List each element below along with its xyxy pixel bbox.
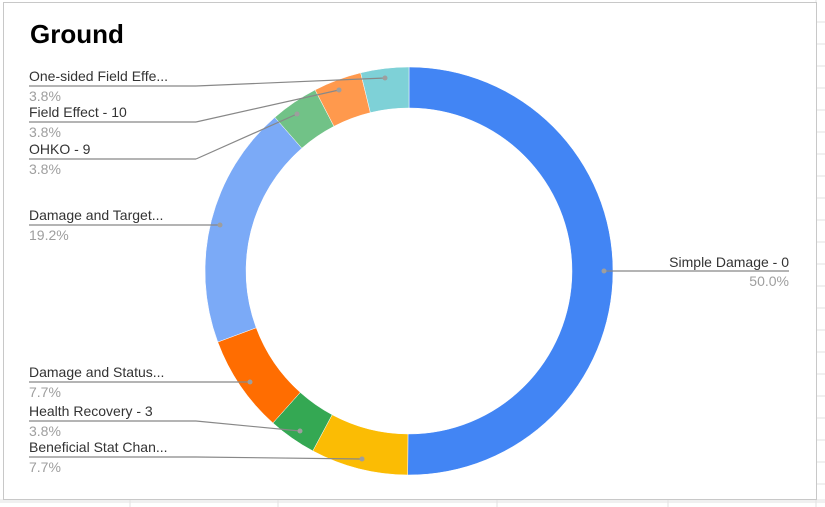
slice-damage-and-target[interactable] [204,116,303,343]
label-one-sided-field-effe: One-sided Field Effe... [29,68,168,84]
slice-simple-damage-0[interactable] [407,66,614,476]
percent-one-sided-field-effe: 3.8% [29,88,61,104]
callout-simple-damage-0: Simple Damage - 0 50.0% [601,254,789,289]
percent-simple-damage-0: 50.0% [749,273,789,289]
percent-damage-and-target: 19.2% [29,227,69,243]
callout-field-effect-10: Field Effect - 103.8% [29,87,342,140]
percent-field-effect-10: 3.8% [29,124,61,140]
callout-beneficial-stat-chan: Beneficial Stat Chan... 7.7% [29,439,365,475]
label-damage-and-target: Damage and Target... [29,207,163,223]
callout-one-sided-field-effe: One-sided Field Effe... 3.8% [29,68,388,104]
callout-damage-and-status: Damage and Status... 7.7% [29,364,253,400]
percent-damage-and-status: 7.7% [29,384,61,400]
label-ohko-9: OHKO - 9 [29,141,91,157]
callout-ohko-9: OHKO - 93.8% [29,111,300,177]
chart-title: Ground [30,19,124,49]
callout-health-recovery-3: Health Recovery - 3 3.8% [29,403,303,439]
label-simple-damage-0: Simple Damage - 0 [669,254,789,270]
label-beneficial-stat-chan: Beneficial Stat Chan... [29,439,168,455]
percent-health-recovery-3: 3.8% [29,423,61,439]
callout-damage-and-target: Damage and Target... 19.2% [29,207,223,243]
percent-ohko-9: 3.8% [29,161,61,177]
label-health-recovery-3: Health Recovery - 3 [29,403,153,419]
label-damage-and-status: Damage and Status... [29,364,164,380]
label-field-effect-10: Field Effect - 10 [29,104,127,120]
percent-beneficial-stat-chan: 7.7% [29,459,61,475]
